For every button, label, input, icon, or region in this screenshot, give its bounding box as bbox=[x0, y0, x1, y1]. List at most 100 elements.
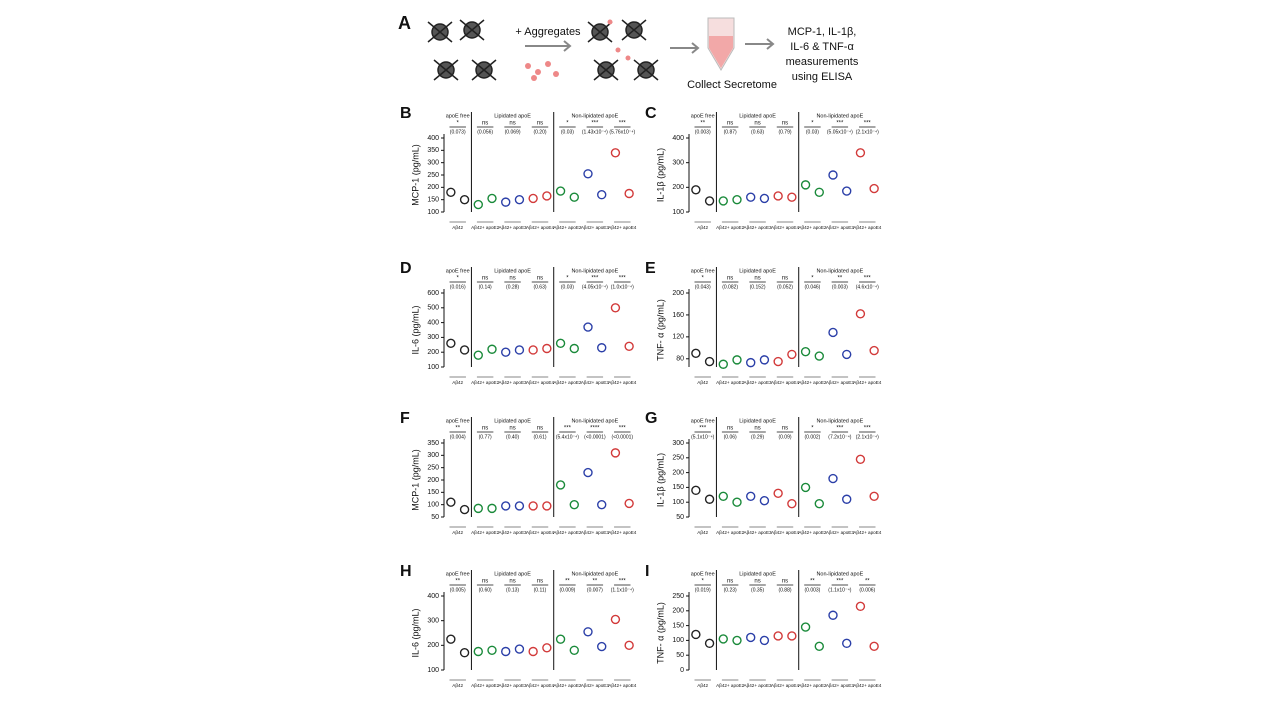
data-point bbox=[528, 501, 538, 511]
data-point bbox=[746, 491, 756, 501]
data-point bbox=[583, 627, 593, 637]
sig-label: ns bbox=[754, 426, 760, 432]
group-label: Lipidated apoE bbox=[494, 113, 531, 119]
y-axis-label: MCP-1 (pg/mL) bbox=[410, 449, 420, 511]
y-tick-label: 200 bbox=[672, 469, 684, 476]
sig-label: ns bbox=[482, 426, 488, 432]
p-value: (0.019) bbox=[695, 587, 711, 593]
x-tick-label: Aβ42+ apoE2 bbox=[471, 225, 500, 230]
x-tick-label: Aβ42+ apoE4 bbox=[526, 225, 555, 230]
data-point bbox=[610, 148, 621, 158]
data-point bbox=[624, 341, 634, 351]
y-tick-label: 200 bbox=[427, 184, 439, 191]
sig-label: *** bbox=[864, 276, 872, 282]
p-value: (0.28) bbox=[506, 284, 519, 290]
y-tick-label: 150 bbox=[427, 489, 439, 496]
y-tick-label: 100 bbox=[672, 637, 684, 644]
data-point bbox=[704, 494, 715, 504]
y-axis-label: IL-6 (pg/mL) bbox=[410, 608, 420, 657]
sig-label: ** bbox=[700, 121, 705, 127]
data-point bbox=[746, 632, 756, 643]
p-value: (0.006) bbox=[859, 587, 875, 593]
y-tick-label: 200 bbox=[427, 349, 439, 356]
p-value: (<0.0001) bbox=[612, 434, 634, 440]
data-point bbox=[583, 322, 593, 332]
y-tick-label: 500 bbox=[427, 305, 439, 312]
group-label: Lipidated apoE bbox=[494, 418, 531, 424]
x-tick-label: Aβ42+ apoE4 bbox=[771, 530, 800, 535]
x-tick-label: Aβ42+ apoE3 bbox=[826, 380, 855, 385]
p-value: (0.77) bbox=[479, 434, 492, 440]
data-point bbox=[514, 644, 525, 654]
data-point bbox=[759, 193, 770, 204]
data-point bbox=[597, 190, 607, 200]
sig-label: ns bbox=[509, 579, 515, 585]
data-point bbox=[773, 191, 783, 201]
data-point bbox=[501, 197, 511, 207]
x-tick-label: Aβ42+ apoE3 bbox=[744, 530, 773, 535]
data-point bbox=[459, 194, 470, 205]
sig-label: * bbox=[566, 276, 569, 282]
data-point bbox=[624, 498, 634, 509]
data-point bbox=[718, 196, 728, 206]
p-value: (0.06) bbox=[724, 434, 737, 440]
sig-label: *** bbox=[836, 579, 844, 585]
y-tick-label: 200 bbox=[672, 608, 684, 615]
data-point bbox=[718, 634, 728, 644]
sig-label: ** bbox=[838, 276, 843, 282]
sig-label: ** bbox=[593, 579, 598, 585]
group-label: Lipidated apoE bbox=[739, 571, 776, 577]
data-point bbox=[487, 645, 497, 655]
y-tick-label: 50 bbox=[431, 514, 439, 521]
data-point bbox=[842, 349, 852, 360]
y-tick-label: 350 bbox=[427, 147, 439, 154]
x-tick-label: Aβ42+ apoE2 bbox=[716, 225, 745, 230]
y-tick-label: 150 bbox=[672, 622, 684, 629]
x-tick-label: Aβ42 bbox=[452, 683, 463, 688]
panel-a bbox=[427, 17, 775, 81]
data-point bbox=[732, 497, 742, 507]
data-point bbox=[528, 646, 538, 657]
data-point bbox=[473, 503, 483, 514]
data-point bbox=[828, 473, 838, 484]
sig-label: ns bbox=[537, 579, 543, 585]
x-tick-label: Aβ42+ apoE3 bbox=[499, 225, 528, 230]
x-tick-label: Aβ42 bbox=[697, 380, 708, 385]
y-tick-label: 200 bbox=[672, 184, 684, 191]
data-point bbox=[555, 634, 566, 644]
sig-label: ** bbox=[865, 579, 870, 585]
data-point bbox=[555, 186, 566, 196]
y-tick-label: 300 bbox=[427, 334, 439, 341]
p-value: (0.13) bbox=[506, 587, 519, 593]
data-point bbox=[597, 499, 607, 510]
y-tick-label: 250 bbox=[672, 455, 684, 462]
y-axis-label: IL-1β (pg/mL) bbox=[655, 453, 665, 507]
data-point bbox=[459, 504, 470, 515]
panel-label: C bbox=[645, 105, 657, 122]
panel-label: H bbox=[400, 563, 412, 580]
data-point bbox=[787, 498, 797, 509]
y-tick-label: 50 bbox=[676, 514, 684, 521]
sig-label: ns bbox=[509, 426, 515, 432]
x-tick-label: Aβ42 bbox=[697, 530, 708, 535]
y-axis-label: IL-1β (pg/mL) bbox=[655, 148, 665, 202]
group-label: apoE free bbox=[691, 571, 715, 577]
x-tick-label: Aβ42+ apoE4 bbox=[853, 530, 882, 535]
p-value: (0.073) bbox=[450, 129, 466, 135]
x-tick-label: Aβ42+ apoE2 bbox=[553, 683, 582, 688]
y-tick-label: 50 bbox=[676, 652, 684, 659]
sig-label: ns bbox=[782, 579, 788, 585]
sig-label: * bbox=[457, 276, 460, 282]
group-label: Lipidated apoE bbox=[494, 571, 531, 577]
group-label: Non-lipidated apoE bbox=[571, 113, 618, 119]
p-value: (0.002) bbox=[805, 434, 821, 440]
data-point bbox=[732, 355, 742, 365]
x-tick-label: Aβ42+ apoE3 bbox=[744, 683, 773, 688]
data-point bbox=[487, 503, 497, 514]
x-tick-label: Aβ42+ apoE3 bbox=[581, 225, 610, 230]
y-tick-label: 160 bbox=[672, 312, 684, 319]
data-point bbox=[446, 497, 456, 507]
x-tick-label: Aβ42+ apoE4 bbox=[771, 380, 800, 385]
y-tick-label: 200 bbox=[427, 642, 439, 649]
result-text: measurements bbox=[786, 56, 859, 68]
